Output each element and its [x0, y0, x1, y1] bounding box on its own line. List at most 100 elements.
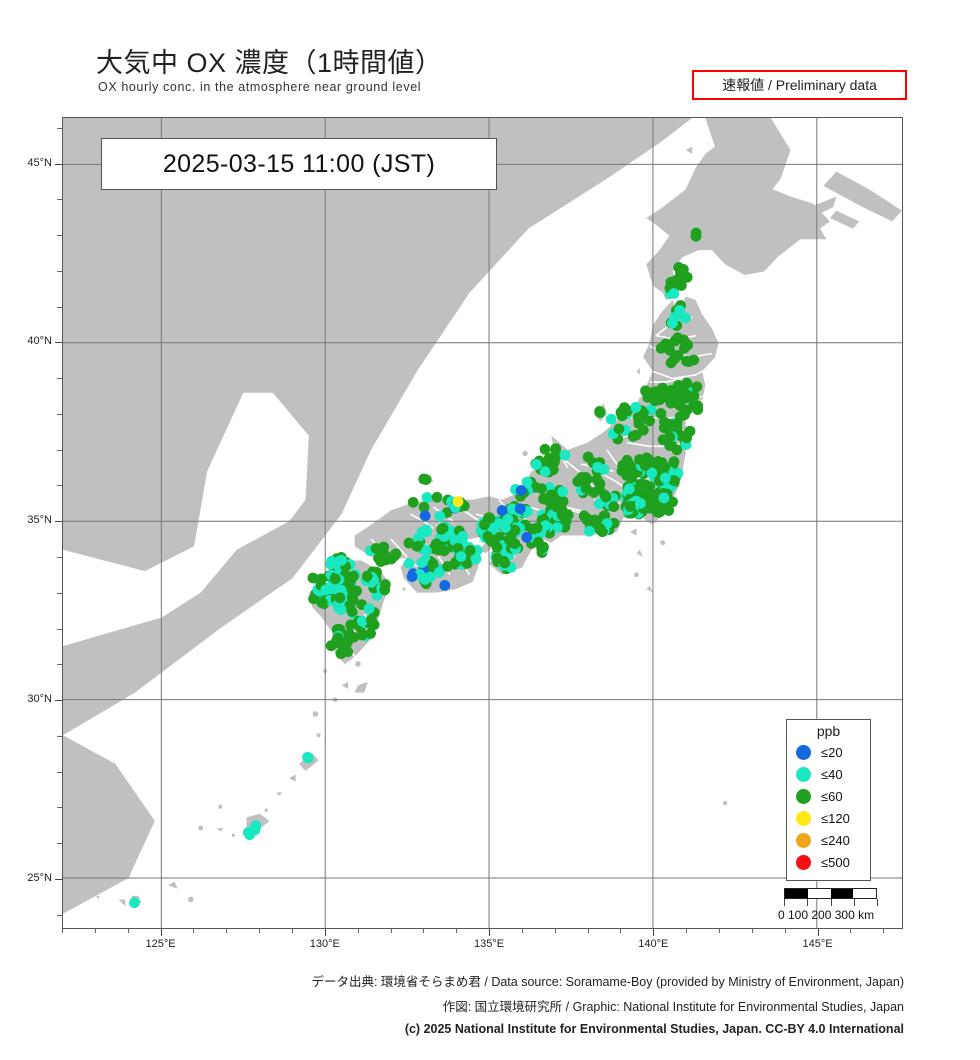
station-point[interactable] [379, 549, 390, 561]
station-point[interactable] [624, 501, 636, 512]
station-point[interactable] [418, 501, 430, 513]
station-point[interactable] [681, 377, 693, 389]
station-point[interactable] [457, 530, 469, 542]
station-point[interactable] [346, 606, 358, 617]
station-point[interactable] [508, 524, 520, 536]
station-point[interactable] [658, 492, 670, 504]
station-point[interactable] [676, 267, 688, 278]
station-point[interactable] [608, 501, 620, 513]
station-point[interactable] [664, 431, 676, 443]
legend-item-1[interactable]: ≤20 [787, 741, 870, 763]
legend-item-2[interactable]: ≤40 [787, 763, 870, 785]
station-point[interactable] [491, 541, 503, 553]
station-point[interactable] [613, 423, 625, 435]
station-point[interactable] [674, 305, 686, 316]
legend-item-5[interactable]: ≤240 [787, 829, 870, 851]
station-point[interactable] [332, 632, 344, 644]
station-point[interactable] [658, 386, 670, 397]
station-point[interactable] [664, 440, 676, 451]
station-point[interactable] [594, 484, 605, 495]
station-point[interactable] [652, 500, 664, 512]
station-point[interactable] [433, 566, 445, 578]
station-point[interactable] [370, 542, 382, 554]
station-point[interactable] [688, 398, 700, 410]
station-point[interactable] [688, 390, 700, 402]
map-plot-area[interactable] [62, 117, 903, 929]
station-point[interactable] [412, 540, 424, 552]
legend-item-6[interactable]: ≤500 [787, 851, 870, 873]
station-point[interactable] [691, 381, 703, 393]
station-point-blue-outlier-3[interactable] [406, 571, 418, 582]
station-point[interactable] [582, 513, 594, 525]
station-point[interactable] [668, 475, 680, 486]
station-point[interactable] [644, 415, 655, 427]
station-point[interactable] [551, 522, 563, 533]
station-point[interactable] [420, 474, 432, 485]
station-point[interactable] [316, 597, 328, 609]
station-point[interactable] [671, 418, 683, 430]
station-point[interactable] [502, 513, 514, 525]
station-point[interactable] [329, 573, 341, 585]
station-point[interactable] [655, 408, 667, 419]
station-point[interactable] [591, 473, 603, 485]
station-point[interactable] [427, 558, 439, 570]
station-point-blue-outlier-6[interactable] [514, 503, 526, 515]
station-point[interactable] [407, 496, 419, 508]
station-point[interactable] [326, 555, 337, 567]
station-point[interactable] [557, 495, 569, 507]
station-point[interactable] [650, 489, 662, 501]
station-point[interactable] [345, 619, 357, 631]
station-point[interactable] [664, 344, 676, 356]
station-point[interactable] [684, 425, 695, 437]
station-point[interactable] [688, 354, 700, 366]
station-point[interactable] [539, 443, 551, 455]
station-point[interactable] [547, 456, 558, 468]
station-point[interactable] [403, 558, 415, 569]
station-point[interactable] [659, 472, 671, 484]
station-point[interactable] [649, 395, 661, 407]
station-point[interactable] [538, 493, 549, 505]
station-point[interactable] [559, 449, 571, 461]
station-point[interactable] [583, 525, 595, 537]
station-point[interactable] [690, 230, 702, 242]
station-point[interactable] [379, 584, 391, 596]
station-point-blue-outlier-1[interactable] [419, 510, 431, 522]
legend-item-4[interactable]: ≤120 [787, 807, 870, 829]
station-point[interactable] [452, 542, 464, 554]
station-point[interactable] [348, 570, 359, 582]
station-point[interactable] [582, 451, 594, 463]
station-point[interactable] [436, 523, 447, 535]
station-point[interactable] [356, 615, 368, 627]
station-point[interactable] [421, 545, 432, 557]
station-point[interactable] [616, 410, 628, 422]
station-point[interactable] [336, 555, 347, 566]
station-point[interactable] [431, 491, 443, 503]
station-point[interactable] [500, 522, 511, 533]
station-point[interactable] [627, 430, 639, 442]
station-point[interactable] [521, 476, 533, 488]
station-point[interactable] [666, 391, 678, 403]
station-point-yellow-outlier[interactable] [452, 496, 464, 507]
station-point[interactable] [592, 461, 604, 473]
station-point[interactable] [335, 604, 347, 615]
station-point[interactable] [630, 401, 642, 413]
station-point[interactable] [669, 353, 680, 365]
station-point[interactable] [632, 485, 643, 497]
station-point[interactable] [538, 541, 549, 553]
station-point[interactable] [455, 551, 467, 562]
station-point[interactable] [594, 405, 606, 417]
station-point[interactable] [627, 469, 639, 481]
station-point[interactable] [388, 550, 400, 562]
station-point[interactable] [434, 541, 446, 552]
station-point[interactable] [421, 492, 433, 503]
station-point[interactable] [576, 472, 588, 483]
station-point[interactable] [624, 460, 636, 471]
station-point[interactable] [640, 385, 651, 397]
station-point[interactable] [550, 444, 561, 456]
station-point[interactable] [679, 409, 690, 421]
station-point[interactable] [637, 424, 649, 436]
station-point[interactable] [493, 532, 505, 543]
station-point[interactable] [302, 751, 314, 763]
station-point[interactable] [361, 570, 373, 582]
station-point[interactable] [442, 561, 453, 572]
